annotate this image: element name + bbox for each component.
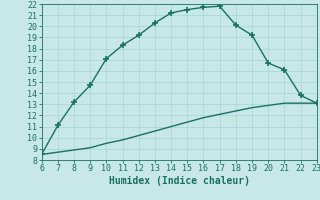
X-axis label: Humidex (Indice chaleur): Humidex (Indice chaleur): [109, 176, 250, 186]
